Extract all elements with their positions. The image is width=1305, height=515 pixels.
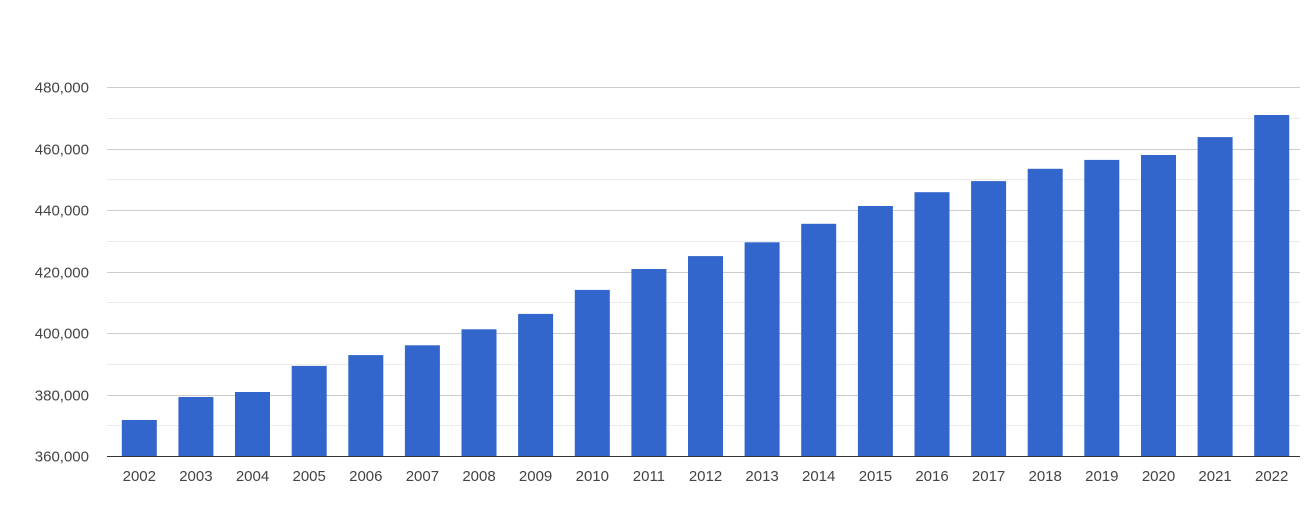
y-tick-label: 360,000 <box>35 449 89 466</box>
y-tick-label: 460,000 <box>35 142 89 159</box>
y-tick-label: 380,000 <box>35 388 89 405</box>
y-tick-label: 400,000 <box>35 326 89 343</box>
x-tick-label: 2002 <box>123 468 156 485</box>
x-tick-label: 2020 <box>1142 468 1175 485</box>
x-tick-label: 2011 <box>633 468 665 485</box>
bar-2013 <box>744 242 780 456</box>
bar-2005 <box>291 365 327 456</box>
bar-2004 <box>235 392 270 456</box>
x-tick-label: 2005 <box>293 468 326 485</box>
y-tick-label: 480,000 <box>35 80 89 97</box>
bar-2015 <box>857 206 893 456</box>
x-tick-label: 2003 <box>179 468 212 485</box>
bar-2014 <box>801 223 837 456</box>
x-tick-label: 2016 <box>915 468 948 485</box>
y-axis-ticks: 360,000 380,000 400,000 420,000 440,000 460,0… <box>35 80 89 466</box>
bar-2021 <box>1197 137 1233 456</box>
x-tick-label: 2017 <box>972 468 1005 485</box>
bar-2003 <box>178 397 214 456</box>
x-tick-label: 2012 <box>689 468 722 485</box>
y-tick-label: 420,000 <box>35 265 89 282</box>
bars <box>121 115 1290 457</box>
bar-2012 <box>688 256 723 456</box>
x-axis-ticks: 2002 2003 2004 2005 2006 2007 2008 2009 2010 2011… <box>123 468 1289 485</box>
bar-2008 <box>461 329 497 456</box>
bar-2018 <box>1027 168 1063 457</box>
x-tick-label: 2018 <box>1029 468 1062 485</box>
bar-2022 <box>1254 115 1290 456</box>
x-tick-label: 2021 <box>1198 468 1231 485</box>
y-tick-label: 440,000 <box>35 203 89 220</box>
x-tick-label: 2009 <box>519 468 552 485</box>
bar-2006 <box>348 355 384 456</box>
x-tick-label: 2015 <box>859 468 892 485</box>
x-tick-label: 2013 <box>745 468 778 485</box>
x-tick-label: 2008 <box>462 468 495 485</box>
bar-2017 <box>971 181 1007 456</box>
bar-2009 <box>518 313 554 456</box>
x-tick-label: 2010 <box>576 468 609 485</box>
x-tick-label: 2004 <box>236 468 269 485</box>
bar-2002 <box>121 420 157 456</box>
bar-2007 <box>404 345 440 456</box>
bar-2010 <box>574 289 610 456</box>
bar-2020 <box>1141 155 1176 456</box>
x-tick-label: 2014 <box>802 468 835 485</box>
bar-2011 <box>631 269 667 456</box>
x-tick-label: 2019 <box>1085 468 1118 485</box>
x-tick-label: 2007 <box>406 468 439 485</box>
x-tick-label: 2022 <box>1255 468 1288 485</box>
bar-2016 <box>914 192 950 456</box>
bar-2019 <box>1084 159 1120 456</box>
x-tick-label: 2006 <box>349 468 382 485</box>
